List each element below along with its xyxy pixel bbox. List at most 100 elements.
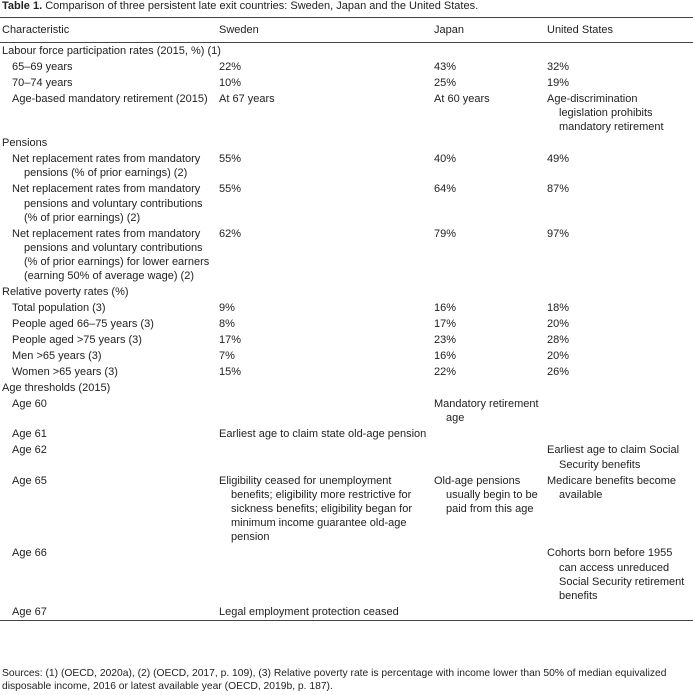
cell: People aged 66–75 years (3) [12,318,154,331]
data-row: Men >65 years (3) 7% 16% 20% [0,348,693,364]
section-label: Relative poverty rates (%) [2,286,129,299]
section-row: Relative poverty rates (%) [0,285,693,301]
section-label: Labour force participation rates (2015, … [2,44,221,57]
cell: Age 67 [12,606,47,619]
cell: 97% [547,227,570,240]
table: Characteristic Sweden Japan United States L… [0,17,693,621]
column-header: United States [547,24,614,36]
cell [432,443,545,473]
cell: Age 60 [12,398,47,411]
cell: Mandatory retirement age [434,398,539,425]
cell: 10% [219,76,242,89]
column-header: Sweden [219,24,259,36]
cell: 18% [547,302,570,315]
cell: Earliest age to claim Social Security be… [547,444,680,471]
cell: 22% [434,366,457,379]
cell: 20% [547,318,570,331]
table-body: Labour force participation rates (2015, … [0,43,693,621]
cell [432,546,545,605]
cell: Age 61 [12,428,47,441]
cell: Age 62 [12,444,47,457]
data-row: 70–74 years 10% 25% 19% [0,75,693,91]
header-row: Characteristic Sweden Japan United States [0,17,693,43]
cell: 49% [547,153,570,166]
table-label: Table 1. [2,0,43,12]
data-row: Women >65 years (3) 15% 22% 26% [0,364,693,380]
cell: 32% [547,60,570,73]
cell: 87% [547,183,570,196]
cell: 7% [219,350,235,363]
cell: Total population (3) [12,302,106,315]
cell: Men >65 years (3) [12,350,102,363]
data-row: Age 66 Cohorts born before 1955 can acces… [0,546,693,605]
data-row: Net replacement rates from mandatory pen… [0,226,693,285]
table-caption: Comparison of three persistent late exit… [45,0,479,12]
cell: Old-age pensions usually begin to be pai… [434,474,538,516]
cell [545,396,693,426]
data-row: Age 60 Mandatory retirement age [0,396,693,426]
cell: 16% [434,350,457,363]
cell: 55% [219,153,242,166]
cell: 79% [434,227,457,240]
data-row: Net replacement rates from mandatory pen… [0,151,693,181]
cell: 40% [434,153,457,166]
cell: Net replacement rates from mandatory pen… [12,183,203,224]
cell: 19% [547,76,570,89]
cell: 26% [547,366,570,379]
data-row: Age-based mandatory retirement (2015) At … [0,91,693,135]
cell: 70–74 years [12,76,73,89]
cell: 55% [219,183,242,196]
cell: Medicare benefits become available [547,474,677,501]
data-row: Age 62 Earliest age to claim Social Secur… [0,443,693,473]
column-header: Japan [434,24,464,36]
cell: People aged >75 years (3) [12,334,142,347]
data-row: People aged >75 years (3) 17% 23% 28% [0,332,693,348]
cell: 28% [547,334,570,347]
cell: 22% [219,60,242,73]
cell: Age 65 [12,474,47,487]
cell: Age 66 [12,547,47,560]
cell [217,443,432,473]
data-row: Total population (3) 9% 16% 18% [0,300,693,316]
table-title: Table 1. Comparison of three persistent … [2,0,692,13]
cell: Legal employment protection ceased [219,606,399,619]
cell: 25% [434,76,457,89]
cell: 62% [219,227,242,240]
cell: 17% [219,334,242,347]
cell: 43% [434,60,457,73]
cell [217,396,432,426]
cell: Age-based mandatory retirement (2015) [12,92,208,105]
cell: At 67 years [219,92,275,105]
cell [545,604,693,620]
cell: Age-discrimination legislation prohibits… [547,92,664,134]
cell [217,546,432,605]
data-row: Age 65 Eligibility ceased for unemploymen… [0,473,693,546]
data-row: Net replacement rates from mandatory pen… [0,182,693,226]
cell: Women >65 years (3) [12,366,118,379]
section-row: Age thresholds (2015) [0,380,693,396]
cell: Net replacement rates from mandatory pen… [12,227,210,283]
cell: At 60 years [434,92,490,105]
cell: Net replacement rates from mandatory pen… [12,153,201,180]
cell: 23% [434,334,457,347]
data-row: Age 67 Legal employment protection ceased [0,604,693,621]
column-header: Characteristic [2,24,70,36]
section-row: Labour force participation rates (2015, … [0,43,693,59]
cell: 17% [434,318,457,331]
cell: Eligibility ceased for unemployment bene… [219,474,412,544]
cell: Cohorts born before 1955 can access unre… [547,547,685,603]
cell: 64% [434,183,457,196]
cell: Earliest age to claim state old-age pens… [219,428,427,441]
footnote: Sources: (1) (OECD, 2020a), (2) (OECD, 2… [2,668,667,692]
section-label: Age thresholds (2015) [2,382,111,395]
data-row: Age 61 Earliest age to claim state old-ag… [0,427,693,443]
cell: 15% [219,366,242,379]
cell [432,427,545,443]
section-row: Pensions [0,135,693,151]
cell [432,604,545,620]
data-row: 65–69 years 22% 43% 32% [0,59,693,75]
cell: 16% [434,302,457,315]
data-row: People aged 66–75 years (3) 8% 17% 20% [0,316,693,332]
cell: 8% [219,318,235,331]
